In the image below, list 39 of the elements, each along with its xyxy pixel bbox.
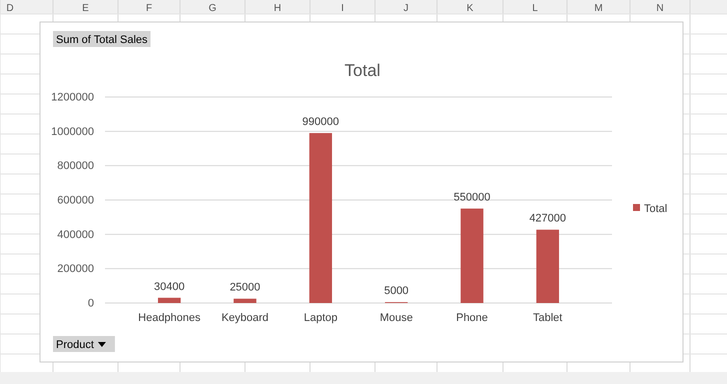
x-tick-label: Headphones (138, 312, 202, 324)
bar (309, 133, 332, 303)
text: M (594, 3, 603, 14)
y-tick-label: 1200000 (51, 92, 94, 104)
text: F (146, 3, 152, 14)
y-tick-label: 0 (88, 298, 94, 310)
field-button: Sum of Total Sales (53, 31, 151, 47)
data-label: 25000 (230, 282, 260, 294)
x-tick-label: Laptop (304, 312, 338, 324)
chart-title: Total (344, 61, 380, 80)
y-tick-label: 400000 (57, 228, 94, 241)
text: N (656, 3, 664, 14)
y-tick-label: 600000 (57, 194, 94, 207)
data-label: 427000 (529, 212, 566, 225)
text: K (466, 3, 474, 14)
bar (460, 208, 484, 303)
data-label: 550000 (454, 192, 490, 204)
x-tick-label: Phone (456, 312, 488, 324)
x-tick-label: Mouse (380, 312, 413, 324)
field-button: Product (53, 336, 115, 352)
text: L (532, 3, 538, 14)
y-tick-label: 200000 (57, 263, 94, 276)
y-tick-label: 800000 (57, 160, 94, 172)
bar (158, 298, 181, 303)
text: D (6, 3, 14, 14)
x-tick-label: Tablet (533, 312, 562, 324)
data-label: 990000 (302, 116, 340, 128)
text: I (341, 3, 344, 14)
data-label: 5000 (384, 285, 409, 298)
text: E (82, 3, 90, 14)
text: J (404, 3, 408, 14)
text: H (274, 3, 282, 14)
y-tick-label: 1000000 (51, 126, 94, 138)
bar (536, 230, 560, 303)
data-label: 30400 (154, 280, 185, 293)
text: G (208, 3, 217, 14)
bar (234, 298, 256, 303)
x-tick-label: Keyboard (221, 312, 269, 324)
legend-label: Total (644, 203, 668, 215)
